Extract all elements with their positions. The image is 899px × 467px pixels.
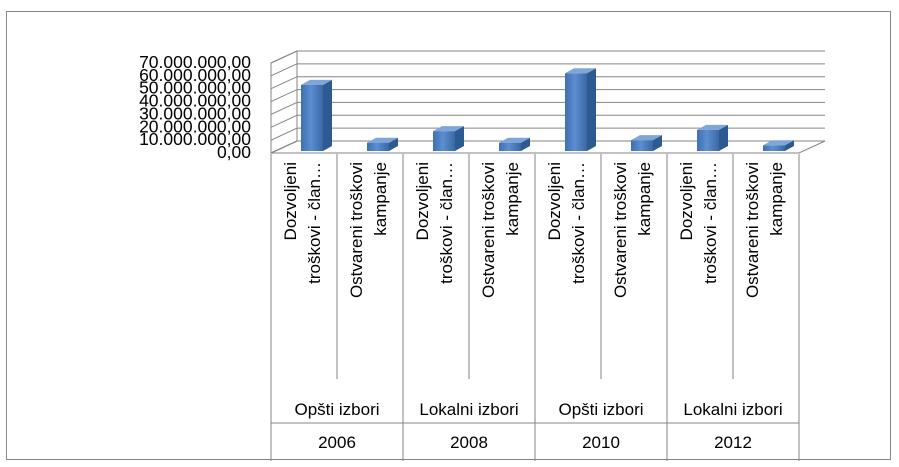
- bar-top: [631, 135, 662, 141]
- bar: [367, 137, 398, 151]
- bar: [697, 124, 728, 151]
- year-label: 2006: [318, 433, 356, 452]
- x-tick-label: Dozvoljeni: [281, 162, 300, 240]
- gridline: [270, 114, 825, 128]
- x-tick-label: Ostvareni troškovi: [479, 162, 498, 298]
- bar-side: [521, 137, 530, 151]
- gridline: [270, 50, 825, 64]
- group-label: Lokalni izbori: [683, 400, 782, 419]
- bar-side: [719, 124, 728, 151]
- y-tick-label: 50.000.000,00: [139, 78, 251, 98]
- y-tick-label: 20.000.000,00: [139, 116, 251, 136]
- y-tick-label: 60.000.000,00: [139, 65, 251, 85]
- gridline: [270, 63, 825, 77]
- x-tick-label: Ostvareni troškovi: [743, 162, 762, 298]
- x-tick-label: Dozvoljeni: [545, 162, 564, 240]
- x-tick-label: troškovi - član…: [569, 162, 588, 284]
- bar-front: [697, 129, 719, 151]
- bar-top: [763, 140, 794, 146]
- bar: [763, 140, 794, 151]
- y-tick-label: 40.000.000,00: [139, 91, 251, 111]
- bar-front: [367, 142, 389, 151]
- bar-front: [565, 73, 587, 151]
- gridline: [270, 127, 825, 141]
- gridline: [270, 89, 825, 103]
- bar: [631, 135, 662, 151]
- group-label: Opšti izbori: [294, 400, 379, 419]
- year-label: 2010: [582, 433, 620, 452]
- bar-front: [433, 131, 455, 151]
- floor: [270, 140, 826, 154]
- bar-top: [301, 79, 332, 85]
- y-tick-label: 0,00: [217, 142, 251, 162]
- bar-top: [367, 137, 398, 143]
- bar-front: [499, 142, 521, 151]
- bar-front: [301, 84, 323, 151]
- bar-side: [389, 137, 398, 151]
- bar-side: [785, 140, 794, 151]
- x-tick-label: kampanje: [767, 162, 786, 236]
- side-wall: [270, 50, 298, 154]
- bar-front: [631, 140, 653, 151]
- bar-front: [763, 145, 785, 151]
- bar-top: [565, 68, 596, 74]
- x-axis-group-labels: Opšti izbori 2006 Lokalni izbori 2008 Opšti …: [271, 400, 799, 452]
- bar-top: [433, 126, 464, 132]
- gridline: [270, 140, 825, 154]
- group-label: Opšti izbori: [558, 400, 643, 419]
- bar-top: [697, 124, 728, 130]
- x-axis-category-labels: Dozvoljeni troškovi - član… Ostvareni troš…: [270, 154, 800, 461]
- gridline: [270, 101, 825, 115]
- bar-side: [587, 68, 596, 151]
- bar-top: [499, 137, 530, 143]
- x-tick-label: Ostvareni troškovi: [347, 162, 366, 298]
- bar-side: [323, 79, 332, 151]
- x-tick-label: Dozvoljeni: [677, 162, 696, 240]
- y-tick-label: 10.000.000,00: [139, 129, 251, 149]
- bar-side: [455, 126, 464, 151]
- group-label: Lokalni izbori: [419, 400, 518, 419]
- bar: [433, 126, 464, 151]
- bar: [499, 137, 530, 151]
- x-tick-label: troškovi - član…: [437, 162, 456, 284]
- x-tick-label: kampanje: [503, 162, 522, 236]
- bar-chart-3d: 0,0010.000.000,0020.000.000,0030.000.000…: [139, 50, 826, 461]
- gridlines: [270, 50, 825, 154]
- bar: [565, 68, 596, 151]
- x-tick-label: troškovi - član…: [305, 162, 324, 284]
- y-tick-label: 30.000.000,00: [139, 103, 251, 123]
- year-label: 2012: [714, 433, 752, 452]
- bar: [301, 79, 332, 151]
- x-tick-label: Dozvoljeni: [413, 162, 432, 240]
- bars: [301, 68, 794, 151]
- x-tick-label: kampanje: [635, 162, 654, 236]
- x-tick-label: kampanje: [371, 162, 390, 236]
- y-axis-tick-labels: 0,0010.000.000,0020.000.000,0030.000.000…: [139, 52, 251, 162]
- x-tick-label: Ostvareni troškovi: [611, 162, 630, 298]
- bar-side: [653, 135, 662, 151]
- x-tick-label: troškovi - član…: [701, 162, 720, 284]
- year-label: 2008: [450, 433, 488, 452]
- y-tick-label: 70.000.000,00: [139, 52, 251, 72]
- gridline: [270, 76, 825, 90]
- chart-frame: 0,00 10.000.000,00 20.000.000,00 30.000.000…: [6, 11, 891, 461]
